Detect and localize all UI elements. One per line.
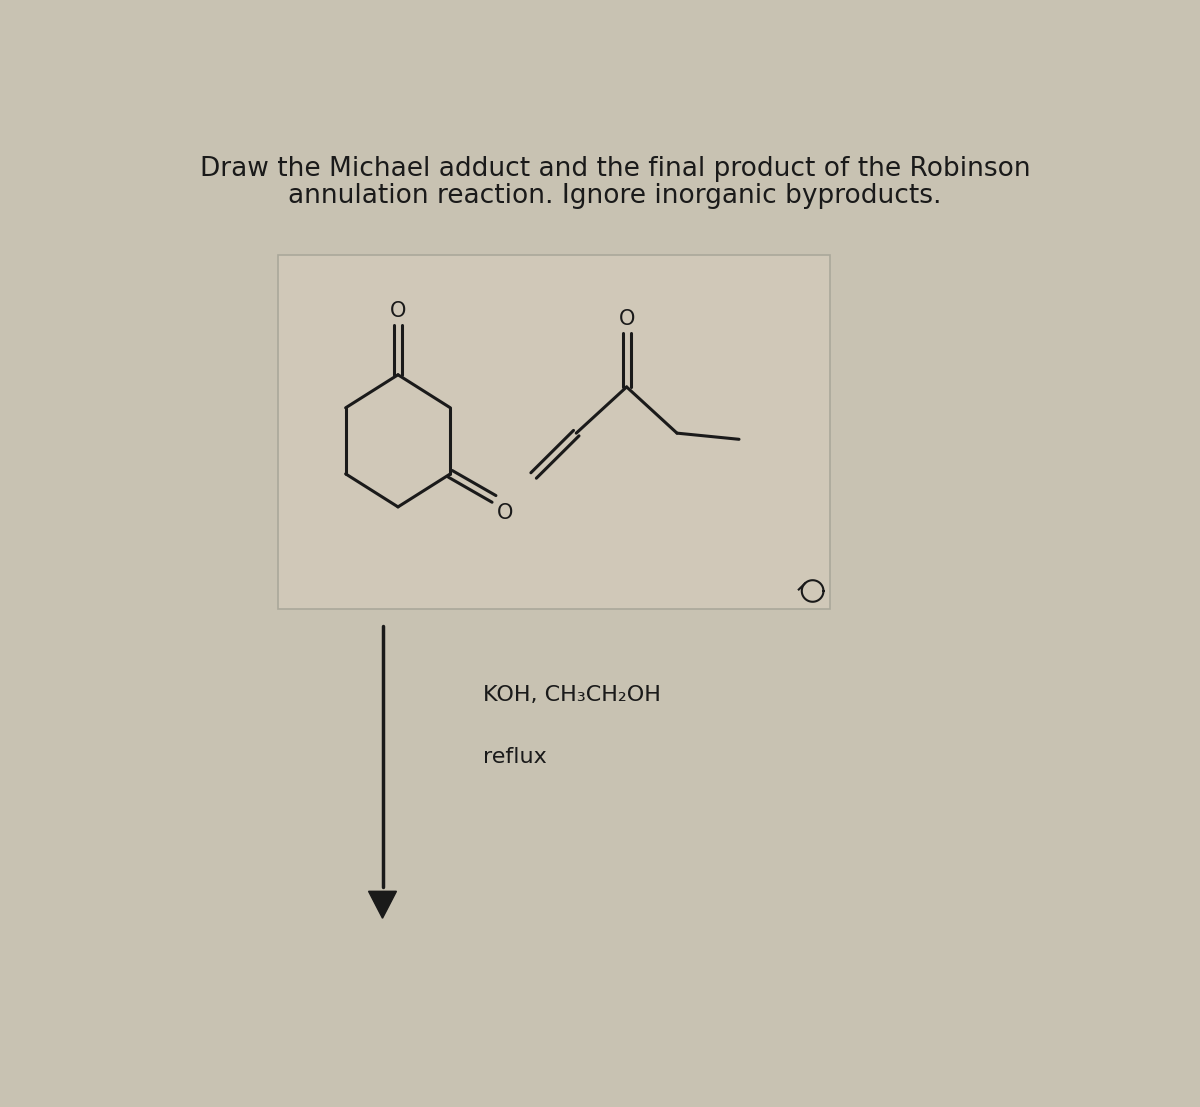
Text: Draw the Michael adduct and the final product of the Robinson: Draw the Michael adduct and the final pr…: [199, 156, 1031, 182]
Text: KOH, CH₃CH₂OH: KOH, CH₃CH₂OH: [484, 685, 661, 705]
Text: reflux: reflux: [484, 746, 547, 766]
Text: annulation reaction. Ignore inorganic byproducts.: annulation reaction. Ignore inorganic by…: [288, 183, 942, 209]
Bar: [278, 255, 830, 609]
Text: O: O: [497, 503, 514, 523]
Polygon shape: [368, 891, 396, 918]
Text: O: O: [390, 301, 406, 321]
Text: O: O: [618, 309, 635, 329]
